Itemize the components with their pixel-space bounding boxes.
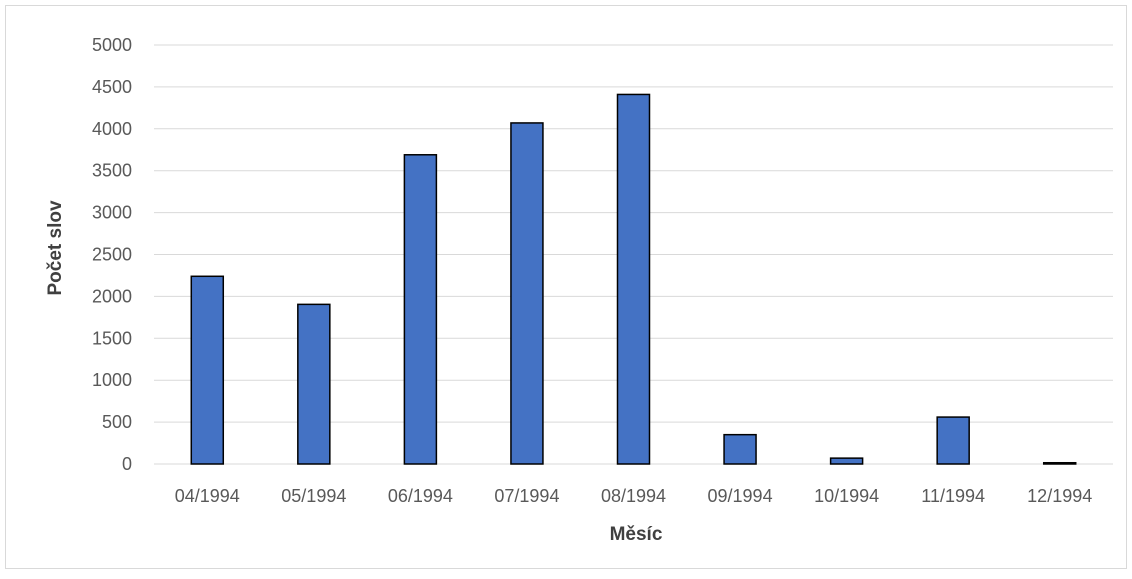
- y-tick-label: 2500: [92, 245, 132, 265]
- y-tick-label: 4500: [92, 77, 132, 97]
- x-tick-label: 11/1994: [921, 486, 985, 506]
- y-tick-label: 4000: [92, 119, 132, 139]
- y-tick-label: 1500: [92, 328, 132, 348]
- x-tick-label: 10/1994: [814, 486, 879, 506]
- x-tick-label: 05/1994: [281, 486, 346, 506]
- bar-09-1994: [723, 433, 757, 465]
- y-tick-label: 1000: [92, 370, 132, 390]
- y-tick-label: 0: [122, 454, 132, 474]
- chart-area: 0 500 1000 1500 2000 2500 3000 3500 4000 4500 5000…: [5, 5, 1127, 569]
- x-tick-label: 04/1994: [175, 486, 240, 506]
- x-axis-title: Měsíc: [610, 524, 663, 545]
- bar-07-1994: [510, 122, 544, 465]
- bar-08-1994: [616, 93, 651, 465]
- y-axis-tick-labels: 0 500 1000 1500 2000 2500 3000 3500 4000 4500 5000: [92, 35, 132, 474]
- x-tick-label: 09/1994: [708, 486, 773, 506]
- bar-chart: 0 500 1000 1500 2000 2500 3000 3500 4000 4500 5000…: [45, 35, 1113, 545]
- x-tick-label: 08/1994: [601, 486, 666, 506]
- bar-12-1994: [1042, 461, 1077, 465]
- y-tick-label: 5000: [92, 35, 132, 55]
- x-axis-tick-labels: 04/1994 05/1994 06/1994 07/1994 08/1994 09/19…: [175, 486, 1093, 506]
- bars: [190, 93, 1077, 465]
- bar-06-1994: [403, 154, 438, 465]
- y-tick-label: 3500: [92, 161, 132, 181]
- y-tick-label: 500: [102, 412, 132, 432]
- x-tick-label: 07/1994: [494, 486, 559, 506]
- bar-11-1994: [936, 416, 970, 465]
- y-axis-title: Počet slov: [45, 200, 66, 295]
- x-tick-label: 06/1994: [388, 486, 453, 506]
- y-tick-label: 3000: [92, 203, 132, 223]
- x-tick-label: 12/1994: [1027, 486, 1092, 506]
- bar-10-1994: [829, 457, 864, 465]
- bar-04-1994: [190, 275, 225, 465]
- bar-05-1994: [297, 303, 331, 465]
- y-tick-label: 2000: [92, 286, 132, 306]
